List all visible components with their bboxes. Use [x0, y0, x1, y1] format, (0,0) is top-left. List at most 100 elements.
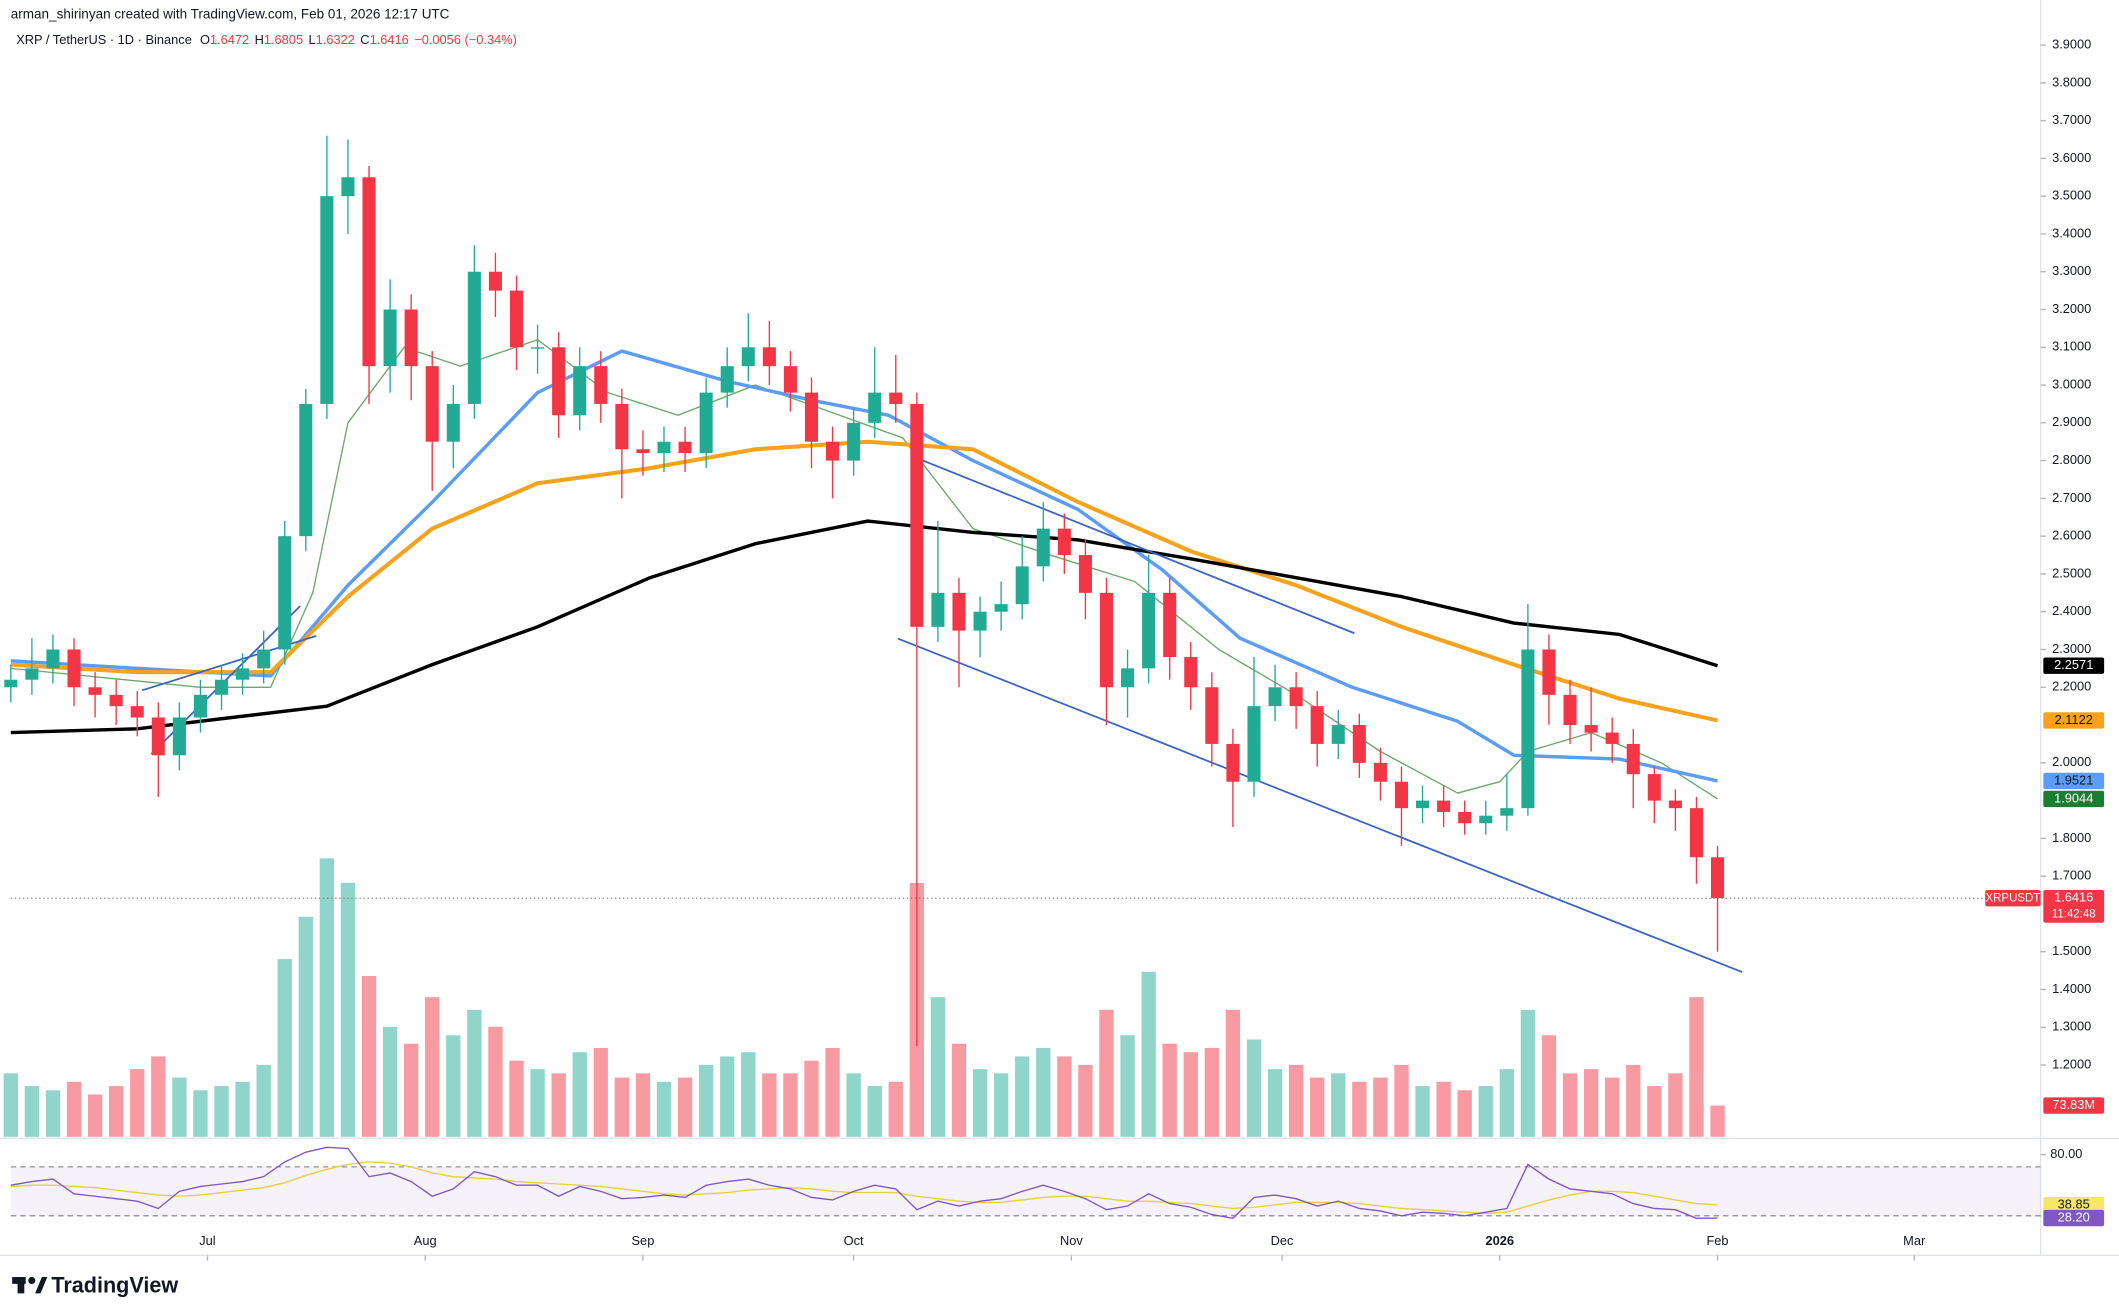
candle-body: [1205, 687, 1219, 744]
candle-body: [783, 366, 797, 393]
volume-bar: [1078, 1064, 1093, 1137]
candle-body: [299, 403, 313, 537]
ma-value-tag: 2.1122: [2055, 712, 2093, 727]
ohlc-value: 1.6472: [210, 32, 249, 47]
candle-body: [826, 441, 840, 461]
rsi-ma-line: [10, 1161, 1718, 1215]
volume-bar: [45, 1090, 61, 1137]
volume-bar: [298, 916, 313, 1137]
ohlc-key: H: [255, 32, 264, 47]
volume-bar: [1036, 1047, 1051, 1137]
ma-value-tag: 1.9521: [2054, 772, 2093, 787]
x-tick-label: Dec: [1271, 1233, 1294, 1248]
candle-body: [383, 309, 397, 367]
rsi-band-fill: [10, 1166, 2041, 1216]
countdown-label: 11:42:48: [2052, 909, 2096, 921]
y-tick-label: 3.0000: [2052, 376, 2091, 391]
candle-body: [1689, 808, 1703, 858]
y-tick-label: 3.1000: [2052, 339, 2091, 354]
y-tick-label: 1.3000: [2052, 1019, 2091, 1034]
volume-tag: 73.83M: [2052, 1097, 2095, 1112]
volume-bar: [930, 997, 946, 1137]
x-tick-label: Sep: [632, 1233, 655, 1248]
y-tick-label: 3.5000: [2052, 188, 2091, 203]
x-tick-label: Nov: [1060, 1233, 1083, 1248]
moving-average: [10, 339, 1718, 800]
ohlc-key: C: [360, 32, 369, 47]
volume-bar: [888, 1081, 903, 1137]
trendline: [897, 637, 1743, 973]
tradingview-logo: [12, 1276, 48, 1294]
attribution: arman_shirinyan created with TradingView…: [11, 7, 450, 22]
candle-body: [910, 403, 924, 627]
rsi-ma-tag: 38.85: [2058, 1196, 2090, 1211]
y-tick-label: 3.2000: [2052, 301, 2091, 316]
candle-body: [1584, 725, 1598, 733]
moving-average: [10, 349, 1718, 783]
volume-bar: [488, 1026, 503, 1137]
price-tag: [2043, 890, 2105, 923]
x-tick-label: Jul: [199, 1233, 215, 1248]
ma-value-tag-box: [2043, 657, 2105, 674]
volume-bar: [87, 1094, 103, 1137]
volume-bar: [1583, 1069, 1599, 1137]
volume-bar: [1520, 1009, 1536, 1137]
candle-body: [1331, 725, 1345, 744]
x-tick-label: Mar: [1903, 1233, 1926, 1248]
candle-body: [1268, 687, 1282, 707]
volume-bar: [1015, 1056, 1030, 1137]
volume-bar: [551, 1073, 566, 1137]
moving-average: [10, 439, 1718, 723]
volume-bar: [1499, 1069, 1514, 1137]
candle-body: [404, 309, 418, 367]
volume-bar: [256, 1064, 271, 1137]
candle-body: [1310, 706, 1324, 744]
candle-body: [130, 706, 144, 718]
candle-body: [109, 694, 123, 707]
candle-body: [1057, 528, 1071, 556]
volume-bar: [109, 1086, 124, 1137]
volume-bar: [1457, 1090, 1472, 1137]
volume-bar: [867, 1086, 882, 1137]
y-tick-label: 3.8000: [2052, 74, 2091, 89]
volume-bar: [677, 1077, 693, 1137]
volume-bar: [614, 1077, 630, 1137]
candle-body: [1352, 725, 1366, 763]
volume-bar: [993, 1073, 1009, 1137]
candle-body: [952, 592, 966, 631]
candle-body: [1647, 774, 1661, 801]
volume-bar: [1267, 1069, 1283, 1137]
volume-bar: [214, 1086, 229, 1137]
volume-bar: [1478, 1086, 1493, 1137]
volume-bar: [1099, 1009, 1114, 1137]
volume-bar: [1562, 1073, 1578, 1137]
volume-bar: [1352, 1081, 1367, 1137]
brand: TradingView: [51, 1272, 178, 1297]
y-tick-label: 3.3000: [2052, 263, 2091, 278]
rsi-line: [10, 1146, 1718, 1220]
y-tick-label: 2.2000: [2052, 679, 2091, 694]
ma-value-tag: 1.9044: [2054, 790, 2093, 805]
volume-bar: [1310, 1077, 1325, 1137]
candle-body: [741, 347, 755, 367]
volume-bar: [825, 1047, 840, 1137]
volume-bar: [340, 882, 356, 1137]
candle-body: [636, 449, 650, 454]
volume-bar: [951, 1043, 967, 1137]
y-tick-label: 1.2000: [2052, 1056, 2091, 1071]
volume-bar: [1647, 1086, 1662, 1137]
candle-body: [573, 366, 587, 416]
candle-body: [615, 403, 629, 450]
volume-bar: [972, 1069, 988, 1137]
volume-bar: [530, 1069, 545, 1137]
candle-body: [341, 177, 355, 197]
candle-body: [320, 196, 334, 404]
y-tick-label: 3.9000: [2052, 36, 2091, 51]
volume-bar: [762, 1073, 777, 1137]
candle-body: [1142, 592, 1156, 669]
candle-body: [362, 177, 376, 367]
candle-body: [4, 679, 18, 688]
change: −0.0056 (−0.34%): [414, 32, 517, 47]
volume-bar: [361, 976, 377, 1137]
